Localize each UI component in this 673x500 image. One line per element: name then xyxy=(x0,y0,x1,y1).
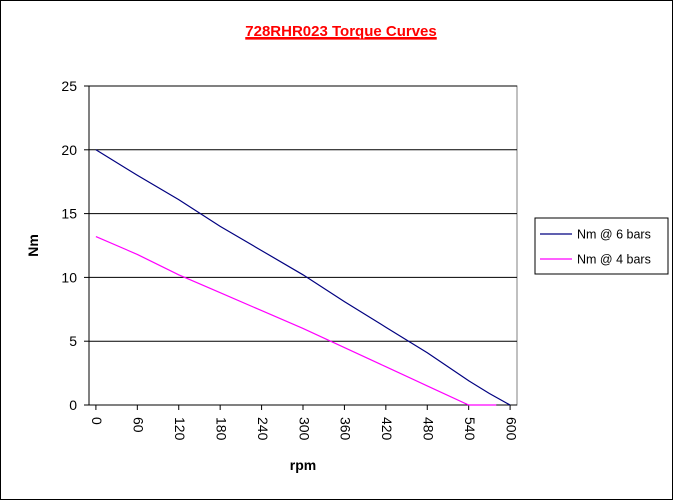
y-tick-label: 0 xyxy=(69,397,77,413)
legend-label: Nm @ 4 bars xyxy=(577,253,651,267)
chart-title: 728RHR023 Torque Curves xyxy=(245,23,436,40)
x-tick-label: 480 xyxy=(421,417,437,441)
x-tick-label: 120 xyxy=(172,417,188,441)
grid-lines xyxy=(89,85,517,342)
x-tick-label: 240 xyxy=(255,417,271,441)
x-tick-label: 360 xyxy=(338,417,354,441)
y-tick-label: 10 xyxy=(61,269,77,285)
x-tick-label: 60 xyxy=(131,417,147,433)
y-tick-label: 5 xyxy=(69,333,77,349)
x-tick-label: 600 xyxy=(503,417,519,441)
legend-label: Nm @ 6 bars xyxy=(577,228,651,242)
x-tick-label: 0 xyxy=(89,417,105,425)
series-lines xyxy=(95,149,511,406)
x-tick-label: 420 xyxy=(379,417,395,441)
x-tick-label: 540 xyxy=(462,417,478,441)
legend: Nm @ 6 bars Nm @ 4 bars xyxy=(534,217,669,275)
y-tick-label: 15 xyxy=(61,206,77,222)
plot-area xyxy=(88,85,518,406)
y-tick-label: 25 xyxy=(61,78,77,94)
axes: 0 5 10 15 20 25 0 60 120 180 240 300 360 420 480 540 600 xyxy=(61,78,519,441)
y-tick-label: 20 xyxy=(61,142,77,158)
series-line xyxy=(95,236,497,406)
series-line xyxy=(95,149,511,406)
x-tick-label: 300 xyxy=(296,417,312,441)
x-tick-label: 180 xyxy=(213,417,229,441)
x-axis-title: rpm xyxy=(290,457,316,473)
y-axis-title: Nm xyxy=(25,234,41,257)
legend-box xyxy=(534,217,669,275)
